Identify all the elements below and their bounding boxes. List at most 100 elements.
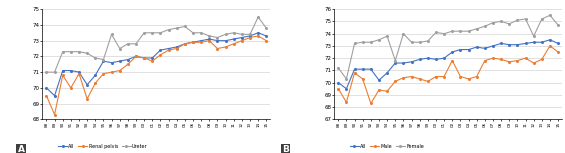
All bbox=[384, 72, 390, 74]
Ureter bbox=[181, 26, 188, 27]
Female bbox=[392, 60, 399, 62]
Line: Female: Female bbox=[337, 15, 559, 80]
All bbox=[408, 61, 415, 63]
Renal pelvis bbox=[124, 63, 131, 65]
All bbox=[165, 48, 172, 49]
Renal pelvis bbox=[149, 60, 156, 62]
Female bbox=[514, 19, 521, 21]
Text: B: B bbox=[282, 146, 289, 153]
Male bbox=[522, 57, 529, 59]
Male bbox=[367, 103, 374, 104]
All bbox=[546, 39, 553, 41]
All bbox=[124, 59, 131, 60]
Ureter bbox=[108, 34, 115, 35]
Renal pelvis bbox=[92, 82, 99, 84]
Female bbox=[335, 67, 342, 69]
Female bbox=[441, 33, 447, 35]
Renal pelvis bbox=[198, 41, 205, 43]
Female bbox=[408, 41, 415, 43]
Male bbox=[424, 80, 431, 82]
All bbox=[506, 44, 512, 46]
Ureter bbox=[198, 32, 205, 34]
All bbox=[367, 68, 374, 70]
Line: Male: Male bbox=[337, 45, 559, 104]
Renal pelvis bbox=[59, 74, 66, 76]
All bbox=[449, 51, 455, 53]
Male bbox=[335, 88, 342, 90]
Female bbox=[449, 30, 455, 32]
Female bbox=[546, 14, 553, 16]
Ureter bbox=[133, 43, 140, 45]
Male bbox=[376, 89, 383, 91]
Ureter bbox=[51, 71, 58, 73]
Male bbox=[538, 58, 545, 60]
All bbox=[514, 44, 521, 46]
Female bbox=[367, 41, 374, 43]
All bbox=[465, 49, 472, 50]
Female bbox=[465, 30, 472, 32]
Male bbox=[546, 45, 553, 47]
Ureter bbox=[116, 48, 123, 49]
Male bbox=[343, 101, 350, 103]
Female bbox=[457, 30, 464, 32]
Renal pelvis bbox=[43, 95, 50, 97]
Female bbox=[531, 35, 537, 37]
All bbox=[100, 60, 107, 62]
Legend: All, Renal pelvis, Ureter: All, Renal pelvis, Ureter bbox=[56, 142, 150, 151]
All bbox=[190, 41, 197, 43]
All bbox=[206, 38, 212, 40]
All bbox=[157, 49, 164, 51]
Male bbox=[433, 76, 440, 77]
Renal pelvis bbox=[116, 70, 123, 71]
Renal pelvis bbox=[238, 40, 245, 42]
All bbox=[246, 35, 253, 37]
All bbox=[51, 95, 58, 97]
All bbox=[457, 49, 464, 50]
Legend: All, Male, Female: All, Male, Female bbox=[348, 142, 426, 151]
All bbox=[76, 71, 82, 73]
Ureter bbox=[231, 32, 237, 34]
All bbox=[108, 62, 115, 64]
All bbox=[498, 43, 505, 44]
All bbox=[433, 58, 440, 60]
Female bbox=[343, 78, 350, 80]
All bbox=[238, 37, 245, 38]
All bbox=[133, 56, 140, 57]
All bbox=[335, 82, 342, 84]
Line: All: All bbox=[46, 32, 267, 97]
Ureter bbox=[206, 35, 212, 37]
All bbox=[522, 43, 529, 44]
Female bbox=[351, 43, 358, 44]
All bbox=[59, 70, 66, 71]
Female bbox=[473, 28, 480, 30]
Renal pelvis bbox=[141, 57, 147, 59]
Renal pelvis bbox=[214, 48, 221, 49]
All bbox=[376, 79, 383, 81]
Renal pelvis bbox=[206, 40, 212, 42]
Ureter bbox=[222, 34, 229, 35]
Male bbox=[408, 76, 415, 77]
Female bbox=[481, 25, 488, 27]
Ureter bbox=[165, 29, 172, 31]
Renal pelvis bbox=[51, 114, 58, 116]
Ureter bbox=[263, 27, 270, 29]
All bbox=[84, 84, 90, 86]
Renal pelvis bbox=[165, 49, 172, 51]
All bbox=[173, 46, 180, 48]
Female bbox=[376, 39, 383, 41]
Ureter bbox=[67, 51, 74, 53]
Ureter bbox=[100, 59, 107, 60]
All bbox=[141, 57, 147, 59]
Male bbox=[481, 60, 488, 62]
All bbox=[43, 87, 50, 89]
All bbox=[67, 70, 74, 71]
Ureter bbox=[92, 57, 99, 59]
Male bbox=[351, 72, 358, 74]
All bbox=[351, 68, 358, 70]
Renal pelvis bbox=[76, 73, 82, 75]
Female bbox=[555, 24, 562, 26]
Male bbox=[465, 78, 472, 80]
Renal pelvis bbox=[181, 43, 188, 45]
Ureter bbox=[76, 51, 82, 53]
All bbox=[473, 46, 480, 48]
